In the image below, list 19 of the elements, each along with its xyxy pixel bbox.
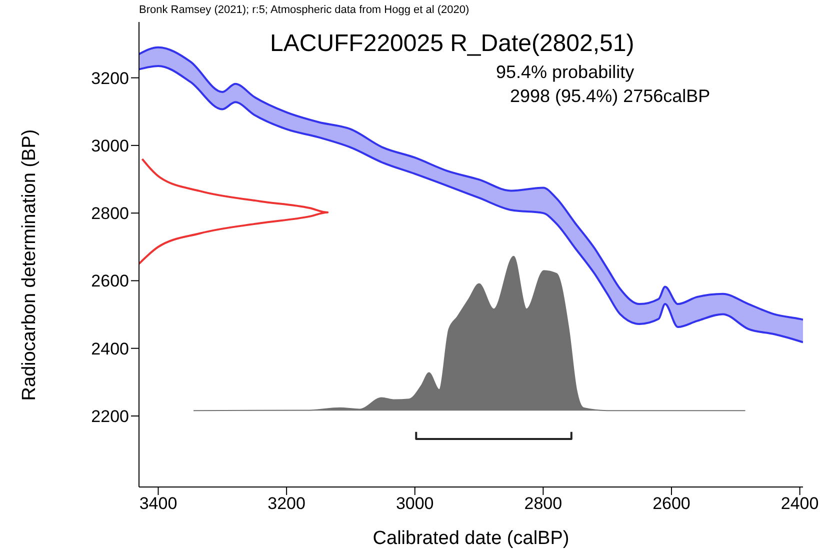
- y-tick-label: 3200: [91, 68, 129, 88]
- x-axis-title: Calibrated date (calBP): [372, 528, 570, 550]
- text: Bronk Ramsey (2021); r:5; Atmospheric data from Hogg et al (2020): [139, 4, 470, 16]
- x-tick-label: 3000: [396, 494, 434, 514]
- y-tick-label: 2600: [91, 272, 129, 291]
- y-tick-label: 2400: [91, 339, 129, 358]
- line-series: [139, 158, 329, 265]
- chart-title: LACUFF220025 R_Date(2802,51): [270, 30, 634, 58]
- x-tick-label: 3200: [268, 494, 306, 514]
- y-tick-label: 2200: [91, 407, 129, 426]
- y-tick-label: 3000: [91, 136, 129, 156]
- y-axis-title: Radiocarbon determination (BP): [19, 129, 41, 401]
- annotation: 2998 (95.4%) 2756calBP: [510, 86, 710, 107]
- x-tick-label: 2800: [524, 494, 562, 514]
- y-tick-label: 2800: [91, 204, 129, 224]
- x-tick-label: 2400: [780, 494, 819, 514]
- x-tick-label: 3400: [139, 494, 178, 514]
- annotation: 95.4% probability: [496, 62, 634, 83]
- x-tick-label: 2600: [652, 494, 690, 514]
